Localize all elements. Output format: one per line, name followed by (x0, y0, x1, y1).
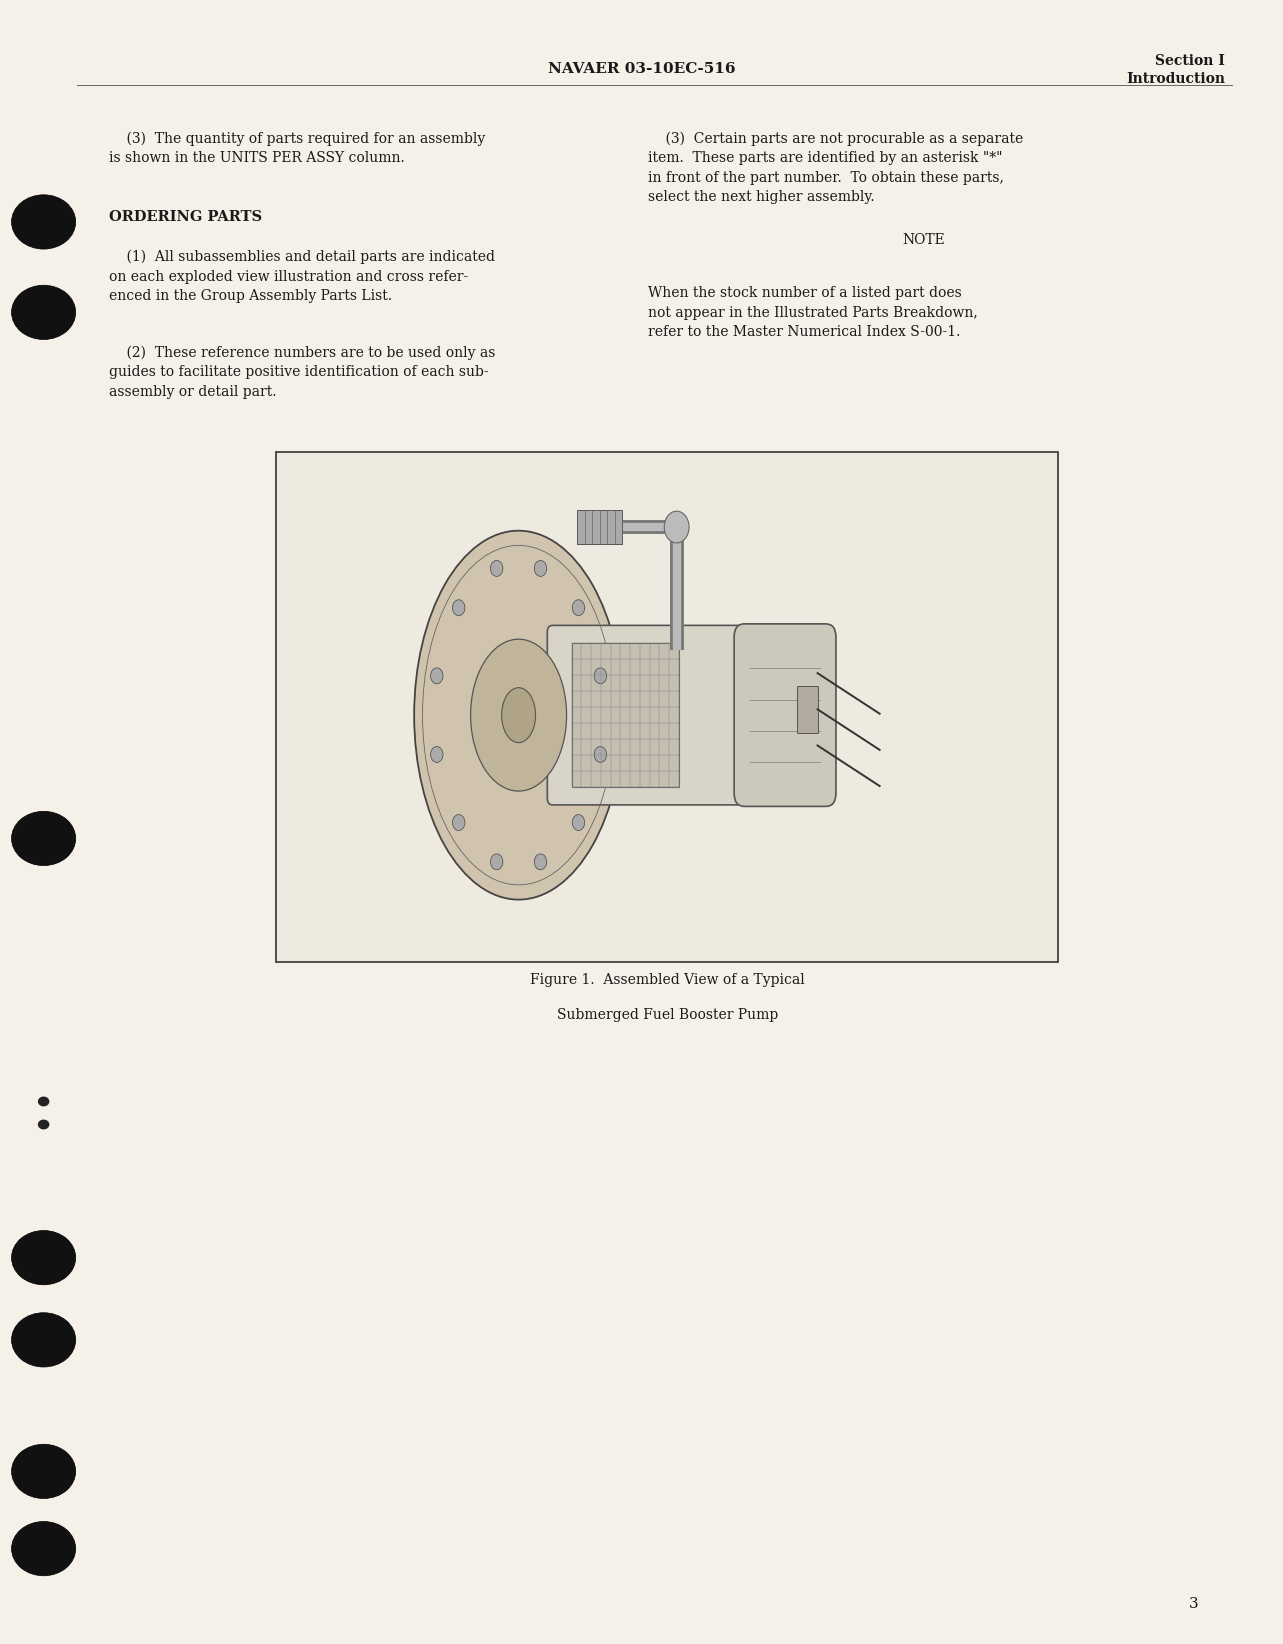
Text: NOTE: NOTE (902, 233, 946, 248)
Bar (276, 452, 1058, 962)
Bar (577, 510, 622, 544)
Ellipse shape (490, 853, 503, 870)
Text: NAVAER 03-10EC-516: NAVAER 03-10EC-516 (548, 62, 735, 77)
Ellipse shape (38, 1120, 49, 1129)
Text: 3: 3 (1188, 1596, 1198, 1611)
Ellipse shape (453, 814, 464, 830)
Text: (3)  Certain parts are not procurable as a separate
item.  These parts are ident: (3) Certain parts are not procurable as … (648, 132, 1023, 204)
Ellipse shape (594, 746, 607, 763)
Bar (797, 686, 817, 733)
Ellipse shape (12, 1445, 76, 1499)
Ellipse shape (534, 853, 547, 870)
Ellipse shape (12, 284, 76, 339)
Ellipse shape (12, 1312, 76, 1368)
Ellipse shape (471, 640, 567, 791)
Bar (572, 643, 679, 787)
Text: Section I: Section I (1156, 54, 1225, 69)
Text: (3)  The quantity of parts required for an assembly
is shown in the UNITS PER AS: (3) The quantity of parts required for a… (109, 132, 485, 166)
Text: When the stock number of a listed part does
not appear in the Illustrated Parts : When the stock number of a listed part d… (648, 286, 978, 339)
Ellipse shape (572, 600, 585, 616)
Text: Figure 1.  Assembled View of a Typical: Figure 1. Assembled View of a Typical (530, 973, 804, 988)
Ellipse shape (665, 511, 689, 543)
FancyBboxPatch shape (734, 623, 837, 807)
Ellipse shape (502, 687, 535, 743)
Text: Submerged Fuel Booster Pump: Submerged Fuel Booster Pump (557, 1008, 777, 1023)
Ellipse shape (453, 600, 464, 616)
Ellipse shape (431, 667, 443, 684)
Ellipse shape (12, 196, 76, 248)
FancyBboxPatch shape (548, 625, 756, 806)
Ellipse shape (572, 814, 585, 830)
Ellipse shape (534, 561, 547, 577)
Ellipse shape (594, 667, 607, 684)
Text: Introduction: Introduction (1126, 72, 1225, 87)
Ellipse shape (490, 561, 503, 577)
Text: (2)  These reference numbers are to be used only as
guides to facilitate positiv: (2) These reference numbers are to be us… (109, 345, 495, 398)
Text: ORDERING PARTS: ORDERING PARTS (109, 210, 262, 225)
Ellipse shape (12, 1522, 76, 1575)
Ellipse shape (38, 1097, 49, 1106)
Ellipse shape (12, 812, 76, 865)
Ellipse shape (431, 746, 443, 763)
Ellipse shape (414, 531, 624, 899)
Ellipse shape (12, 1230, 76, 1286)
Text: (1)  All subassemblies and detail parts are indicated
on each exploded view illu: (1) All subassemblies and detail parts a… (109, 250, 495, 302)
